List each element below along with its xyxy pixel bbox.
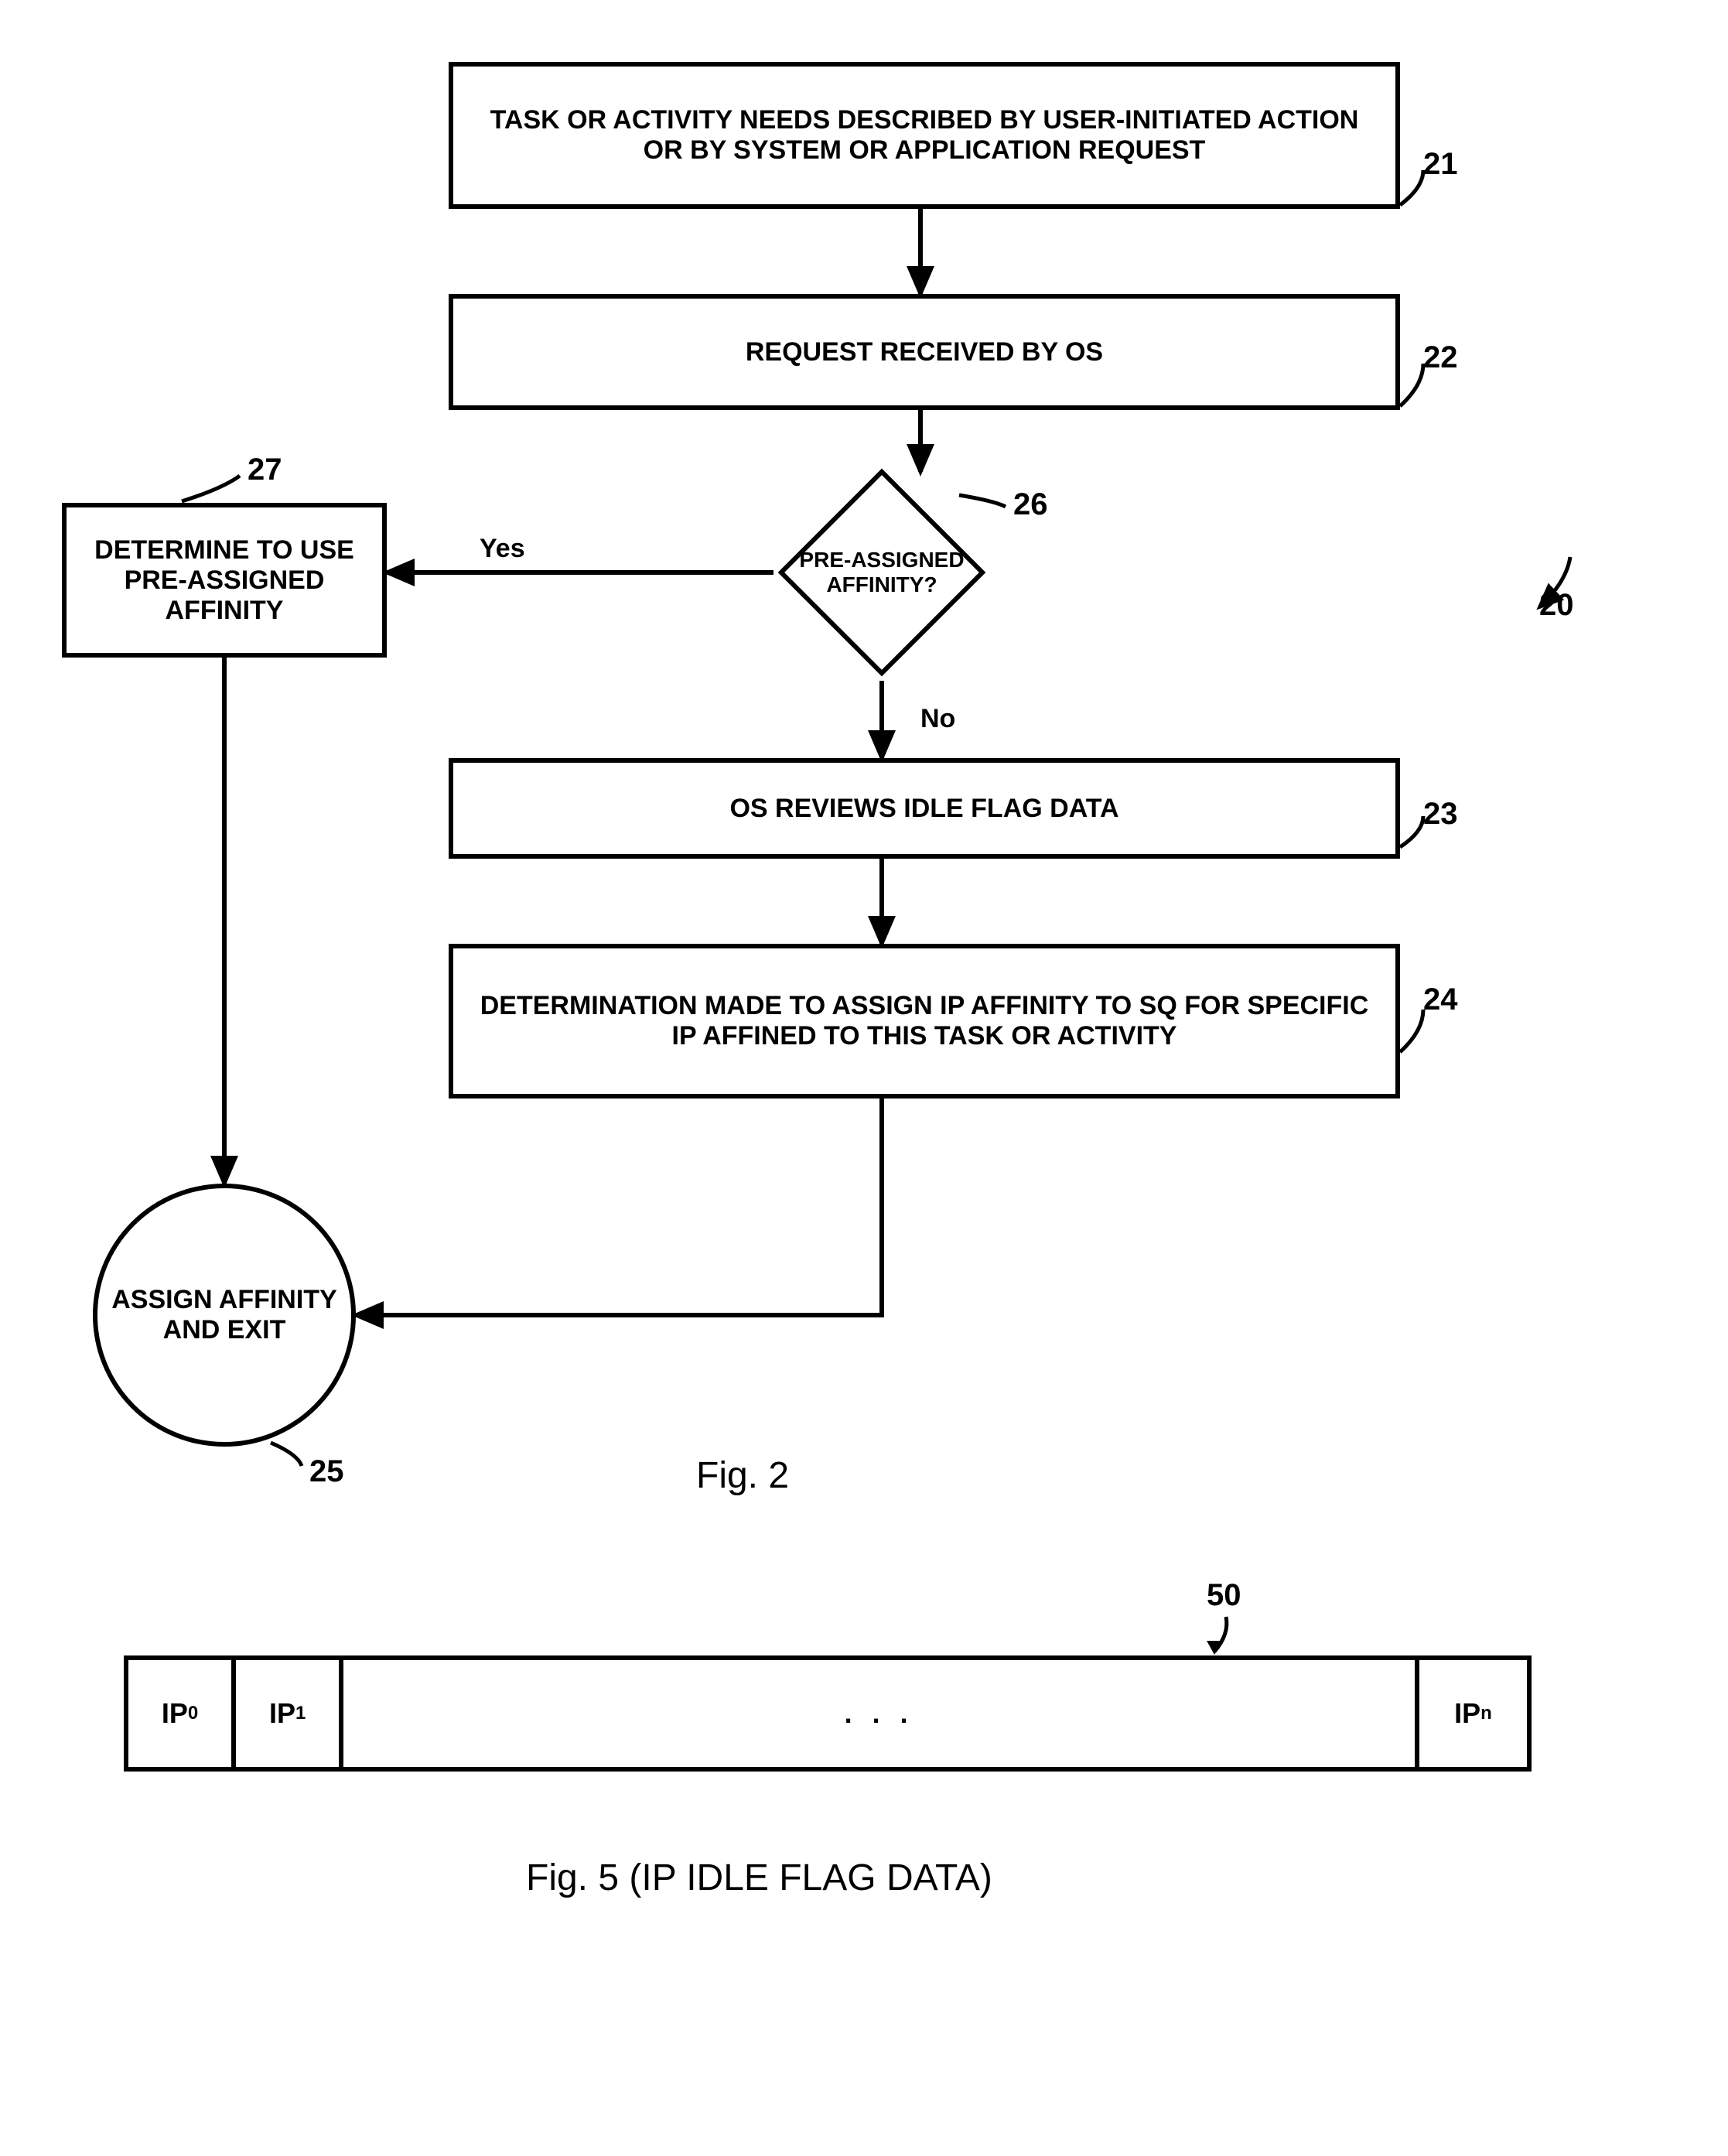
ip-cell-1: IP1: [236, 1660, 343, 1767]
ip-cell-2: . . .: [343, 1660, 1419, 1767]
ip-cell-sub: 0: [188, 1703, 198, 1724]
diamond-text-span: PRE-ASSIGNED AFFINITY?: [766, 548, 998, 597]
flowchart-terminal-n25: ASSIGN AFFINITY AND EXIT: [93, 1184, 356, 1447]
ip-cell-sub: 1: [295, 1703, 306, 1724]
ref-label-20: 20: [1539, 588, 1574, 623]
figure-label-2: Fig. 2: [696, 1454, 789, 1497]
edge-label: Yes: [480, 534, 525, 564]
box-text: REQUEST RECEIVED BY OS: [746, 337, 1103, 367]
ref-label-23: 23: [1423, 797, 1458, 832]
flowchart-box-n22: REQUEST RECEIVED BY OS: [449, 294, 1400, 410]
ref-label-27: 27: [248, 453, 282, 487]
box-text: DETERMINE TO USE PRE-ASSIGNED AFFINITY: [82, 535, 367, 626]
box-text: DETERMINATION MADE TO ASSIGN IP AFFINITY…: [469, 991, 1380, 1051]
ref-label-24: 24: [1423, 982, 1458, 1017]
ip-cell-3: IPn: [1419, 1660, 1527, 1767]
ip-idle-flag-table: IP0IP1. . .IPn: [124, 1655, 1532, 1772]
circle-text: ASSIGN AFFINITY AND EXIT: [97, 1285, 351, 1345]
flowchart-box-n24: DETERMINATION MADE TO ASSIGN IP AFFINITY…: [449, 944, 1400, 1099]
ip-cell-sub: n: [1480, 1703, 1492, 1724]
ref-label-22: 22: [1423, 340, 1458, 375]
figure-label-5: Fig. 5 (IP IDLE FLAG DATA): [526, 1857, 992, 1899]
box-text: TASK OR ACTIVITY NEEDS DESCRIBED BY USER…: [469, 105, 1380, 166]
flowchart-box-n23: OS REVIEWS IDLE FLAG DATA: [449, 758, 1400, 859]
ref-label-26: 26: [1013, 487, 1048, 522]
ref-label-50: 50: [1207, 1578, 1241, 1613]
flowchart-box-n21: TASK OR ACTIVITY NEEDS DESCRIBED BY USER…: [449, 62, 1400, 209]
ref-label-21: 21: [1423, 147, 1458, 182]
edge-label: No: [920, 704, 955, 734]
ip-cell-main: IP: [1454, 1697, 1480, 1730]
ip-cell-text: . . .: [845, 1697, 914, 1730]
ip-cell-main: IP: [162, 1697, 188, 1730]
ref-label-25: 25: [309, 1454, 344, 1489]
ip-cell-main: IP: [269, 1697, 295, 1730]
box-text: OS REVIEWS IDLE FLAG DATA: [729, 794, 1118, 824]
flowchart-box-n27: DETERMINE TO USE PRE-ASSIGNED AFFINITY: [62, 503, 387, 658]
ip-cell-0: IP0: [128, 1660, 236, 1767]
diamond-text: PRE-ASSIGNED AFFINITY?: [766, 526, 998, 619]
